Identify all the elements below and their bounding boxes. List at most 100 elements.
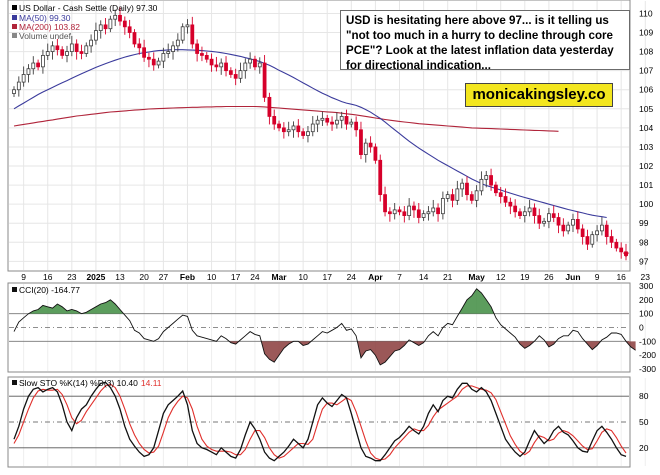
- candle-body: [503, 196, 508, 203]
- candle-body: [69, 43, 74, 52]
- candle-body: [281, 127, 286, 133]
- candle-body: [156, 60, 161, 66]
- candle-body: [518, 211, 522, 217]
- ma50-legend-swatch: [12, 15, 17, 20]
- cci-oversold-fill: [518, 341, 535, 349]
- cci-oversold-fill: [298, 341, 312, 346]
- x-tick-label: Feb: [180, 272, 195, 282]
- candle-body: [31, 62, 36, 70]
- candle-body: [36, 62, 40, 68]
- candle-body: [436, 207, 440, 215]
- candle-body: [180, 26, 185, 41]
- candle-body: [132, 32, 137, 45]
- x-tick-label: 23: [641, 272, 651, 282]
- x-tick-label: 9: [21, 272, 26, 282]
- cci-oversold-fill: [585, 341, 601, 350]
- ma200-series: [13, 105, 559, 132]
- candle-body: [219, 62, 224, 68]
- candle-body: [604, 224, 609, 237]
- candle-body: [16, 81, 21, 91]
- cci-legend-swatch: [12, 287, 17, 292]
- price-legend-swatch: [12, 5, 17, 10]
- ma200-line: [13, 105, 559, 132]
- candle-body: [547, 213, 551, 222]
- candle-body: [55, 45, 60, 51]
- cci-y-tick-label: 200: [639, 295, 653, 305]
- candle-body: [542, 220, 546, 224]
- x-tick-label: 17: [231, 272, 241, 282]
- x-tick-label: 26: [544, 272, 554, 282]
- candle-body: [122, 20, 127, 28]
- sto-legend-swatch: [12, 380, 17, 385]
- x-tick-label: 14: [419, 272, 429, 282]
- candle-body: [600, 224, 604, 232]
- x-tick-label: 16: [43, 272, 53, 282]
- candle-body: [296, 125, 301, 133]
- candle-body: [412, 205, 416, 211]
- candle-body: [137, 43, 142, 49]
- x-tick-label: Mar: [271, 272, 287, 282]
- candle-body: [209, 58, 214, 66]
- x-tick-label: Apr: [368, 272, 383, 282]
- candle-body: [50, 45, 55, 52]
- price-y-tick-label: 102: [639, 161, 653, 171]
- candle-body: [166, 51, 171, 54]
- sto-y-tick-label: 50: [639, 417, 649, 427]
- candle-body: [489, 175, 493, 186]
- x-tick-label: 21: [443, 272, 453, 282]
- brand-watermark: monicakingsley.co: [465, 83, 613, 107]
- candle-body: [421, 213, 426, 218]
- candle-body: [151, 58, 156, 66]
- candle-body: [479, 178, 484, 192]
- sto-k-legend-label: Slow STO %K(14) %D(3) 10.40: [19, 378, 138, 388]
- cci-series: [13, 288, 636, 366]
- cci-y-axis: 300 200 100 0 -100 -200 -300: [639, 281, 656, 374]
- candle-body: [556, 217, 561, 226]
- cci-legend: CCI(20) -164.77: [12, 285, 80, 295]
- candle-body: [532, 207, 537, 217]
- candle-body: [383, 194, 387, 213]
- candle-body: [498, 192, 503, 197]
- candle-body: [469, 194, 474, 201]
- x-tick-label: 7: [397, 272, 402, 282]
- price-y-tick-label: 103: [639, 142, 653, 152]
- candle-body: [127, 26, 132, 33]
- cci-overbought-fill: [81, 299, 124, 314]
- candle-body: [440, 198, 445, 215]
- price-legend: US Dollar - Cash Settle (Daily) 97.30 MA…: [12, 3, 158, 41]
- candle-body: [310, 123, 315, 133]
- x-tick-label: May: [468, 272, 485, 282]
- candle-body: [575, 219, 580, 230]
- candle-body: [185, 24, 190, 28]
- candle-body: [595, 230, 599, 236]
- x-tick-label: 23: [67, 272, 77, 282]
- candle-body: [551, 213, 556, 218]
- candle-body: [118, 14, 122, 22]
- candle-body: [614, 241, 619, 249]
- candle-body: [397, 209, 402, 213]
- price-y-tick-label: 97: [639, 256, 649, 266]
- candle-body: [238, 70, 243, 79]
- candle-body: [493, 184, 498, 194]
- cci-y-tick-label: -100: [639, 336, 656, 346]
- candle-body: [609, 236, 614, 243]
- ma200-legend-swatch: [12, 24, 17, 29]
- ma50-legend-label: MA(50) 99.30: [19, 13, 71, 23]
- candle-body: [248, 58, 253, 64]
- candle-body: [416, 209, 421, 218]
- x-axis: 9 16 23 2025 13 20 27 Feb 10 17 24 Mar 10 17 24 Apr 7 14 2…: [21, 272, 650, 282]
- candle-body: [368, 142, 373, 148]
- candle-body: [455, 188, 460, 201]
- candle-body: [561, 224, 566, 232]
- candle-body: [65, 51, 69, 56]
- volume-legend-label: Volume undef: [19, 31, 72, 41]
- candle-body: [175, 39, 180, 47]
- sto-y-tick-label: 20: [639, 443, 649, 453]
- candle-body: [339, 116, 344, 121]
- x-tick-label: 19: [520, 272, 530, 282]
- cci-oversold-fill: [411, 341, 425, 346]
- candle-body: [450, 194, 455, 201]
- candle-body: [465, 182, 469, 196]
- candle-body: [354, 121, 359, 131]
- candle-body: [277, 123, 281, 129]
